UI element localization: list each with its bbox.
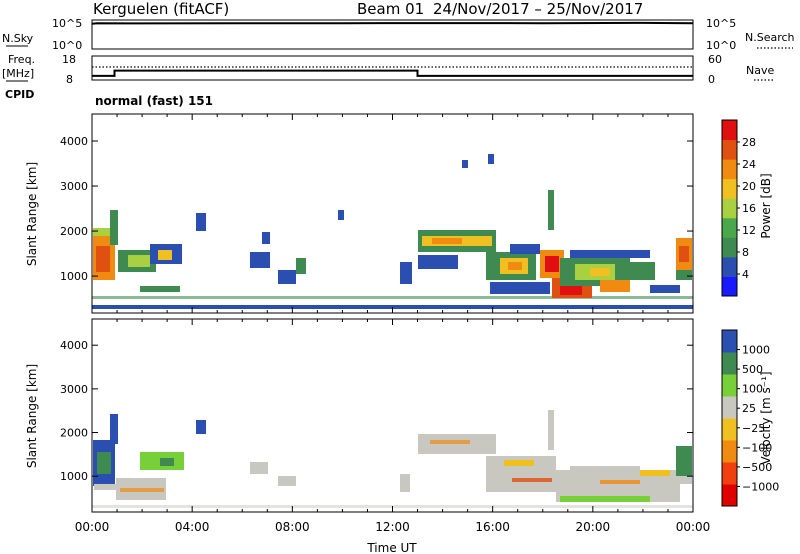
power-colorbar-label: Power [dB] bbox=[759, 173, 773, 238]
date-range: 24/Nov/2017 – 25/Nov/2017 bbox=[433, 0, 643, 18]
nsky-panel: N.Sky 10^5 10^0 10^5 10^0 N.Search bbox=[2, 17, 795, 52]
nsky-series bbox=[91, 21, 694, 25]
power-colorbar-cell bbox=[722, 198, 737, 219]
power-colorbar-cell bbox=[722, 237, 737, 258]
power-colorbar-cell bbox=[722, 120, 737, 141]
power-colorbar-cell bbox=[722, 139, 737, 160]
power-colorbar-tick-3: 16 bbox=[742, 202, 756, 215]
velocity-colorbar-cell bbox=[722, 352, 737, 375]
station-title: Kerguelen (fitACF) bbox=[93, 0, 229, 18]
power-panel: Slant Range [km] 4000 3000 2000 1000 bbox=[25, 113, 694, 314]
cpid-label: CPID bbox=[5, 88, 34, 101]
time-tick-1: 04:00 bbox=[175, 520, 210, 534]
power-ytick-0: 4000 bbox=[60, 135, 88, 148]
velocity-ylabel: Slant Range [km] bbox=[25, 364, 39, 468]
velocity-colorbar-tick-6: −500 bbox=[742, 461, 772, 474]
cpid-value: normal (fast) 151 bbox=[95, 94, 213, 108]
power-colorbar-cell bbox=[722, 159, 737, 180]
velocity-colorbar-tick-7: −1000 bbox=[742, 480, 779, 493]
nave-tick-high: 60 bbox=[708, 53, 722, 66]
power-ytick-2: 2000 bbox=[60, 225, 88, 238]
time-tick-6: 00:00 bbox=[676, 520, 711, 534]
nsearch-tick-high: 10^5 bbox=[706, 17, 736, 30]
power-ytick-3: 1000 bbox=[60, 270, 88, 283]
velocity-colorbar-cell bbox=[722, 440, 737, 463]
power-ytick-1: 3000 bbox=[60, 180, 88, 193]
power-colorbar-tick-2: 20 bbox=[742, 180, 756, 193]
velocity-ytick-3: 1000 bbox=[60, 470, 88, 483]
time-axis: 00:00 04:00 08:00 12:00 16:00 20:00 00:00 bbox=[75, 114, 711, 534]
power-colorbar-cell bbox=[722, 217, 737, 238]
velocity-colorbar-tick-2: 100 bbox=[742, 383, 763, 396]
freq-unit: [MHz] bbox=[2, 67, 34, 80]
nave-tick-low: 0 bbox=[708, 73, 715, 86]
freq-tick-high: 18 bbox=[62, 53, 76, 66]
power-colorbar-tick-1: 24 bbox=[742, 158, 756, 171]
velocity-colorbar-tick-0: 1000 bbox=[742, 344, 770, 357]
velocity-ytick-1: 3000 bbox=[60, 383, 88, 396]
velocity-ytick-2: 2000 bbox=[60, 427, 88, 440]
power-colorbar-cell bbox=[722, 178, 737, 199]
velocity-colorbar-cell bbox=[722, 374, 737, 397]
velocity-colorbar-cell bbox=[722, 462, 737, 485]
time-tick-2: 08:00 bbox=[275, 520, 310, 534]
power-colorbar-cell bbox=[722, 256, 737, 277]
power-colorbar-cell bbox=[722, 276, 737, 297]
nsky-label: N.Sky bbox=[2, 32, 34, 45]
time-axis-label: Time UT bbox=[366, 541, 417, 554]
nsearch-label: N.Search bbox=[745, 31, 795, 44]
time-tick-3: 12:00 bbox=[375, 520, 410, 534]
velocity-panel: Slant Range [km] 4000 3000 2000 1000 bbox=[25, 318, 694, 513]
velocity-echoes bbox=[92, 410, 693, 508]
power-colorbar: 28 24 20 16 12 8 4 bbox=[721, 119, 756, 297]
time-tick-0: 00:00 bbox=[75, 520, 110, 534]
velocity-colorbar-cell bbox=[722, 484, 737, 507]
velocity-colorbar-tick-5: −100 bbox=[742, 441, 772, 454]
velocity-colorbar: 1000 500 100 25 −25 −100 −500 −1000 bbox=[721, 329, 779, 507]
freq-label: Freq. bbox=[8, 53, 35, 66]
nsearch-tick-low: 10^0 bbox=[706, 39, 736, 52]
nsky-tick-high: 10^5 bbox=[52, 17, 82, 30]
velocity-colorbar-label: Velocity [m s⁻¹] bbox=[759, 371, 773, 464]
freq-series bbox=[92, 69, 693, 77]
power-ylabel: Slant Range [km] bbox=[25, 162, 39, 266]
freq-tick-low: 8 bbox=[66, 73, 73, 86]
velocity-colorbar-cell bbox=[722, 396, 737, 419]
velocity-colorbar-cell bbox=[722, 418, 737, 441]
freq-panel: Freq. [MHz] 18 8 60 0 Nave CPID normal (… bbox=[2, 53, 774, 108]
power-colorbar-tick-4: 12 bbox=[742, 224, 756, 237]
time-tick-5: 20:00 bbox=[576, 520, 611, 534]
power-echoes bbox=[92, 154, 693, 309]
power-colorbar-tick-5: 8 bbox=[742, 246, 749, 259]
velocity-colorbar-tick-3: 25 bbox=[742, 402, 756, 415]
beam-label: Beam 01 bbox=[357, 0, 424, 18]
power-colorbar-tick-6: 4 bbox=[742, 268, 749, 281]
time-tick-4: 16:00 bbox=[475, 520, 510, 534]
velocity-colorbar-tick-1: 500 bbox=[742, 363, 763, 376]
velocity-colorbar-cell bbox=[722, 330, 737, 353]
power-colorbar-tick-0: 28 bbox=[742, 136, 756, 149]
velocity-colorbar-tick-4: −25 bbox=[742, 422, 765, 435]
nsky-tick-low: 10^0 bbox=[52, 39, 82, 52]
nave-label: Nave bbox=[746, 64, 774, 77]
velocity-ytick-0: 4000 bbox=[60, 339, 88, 352]
